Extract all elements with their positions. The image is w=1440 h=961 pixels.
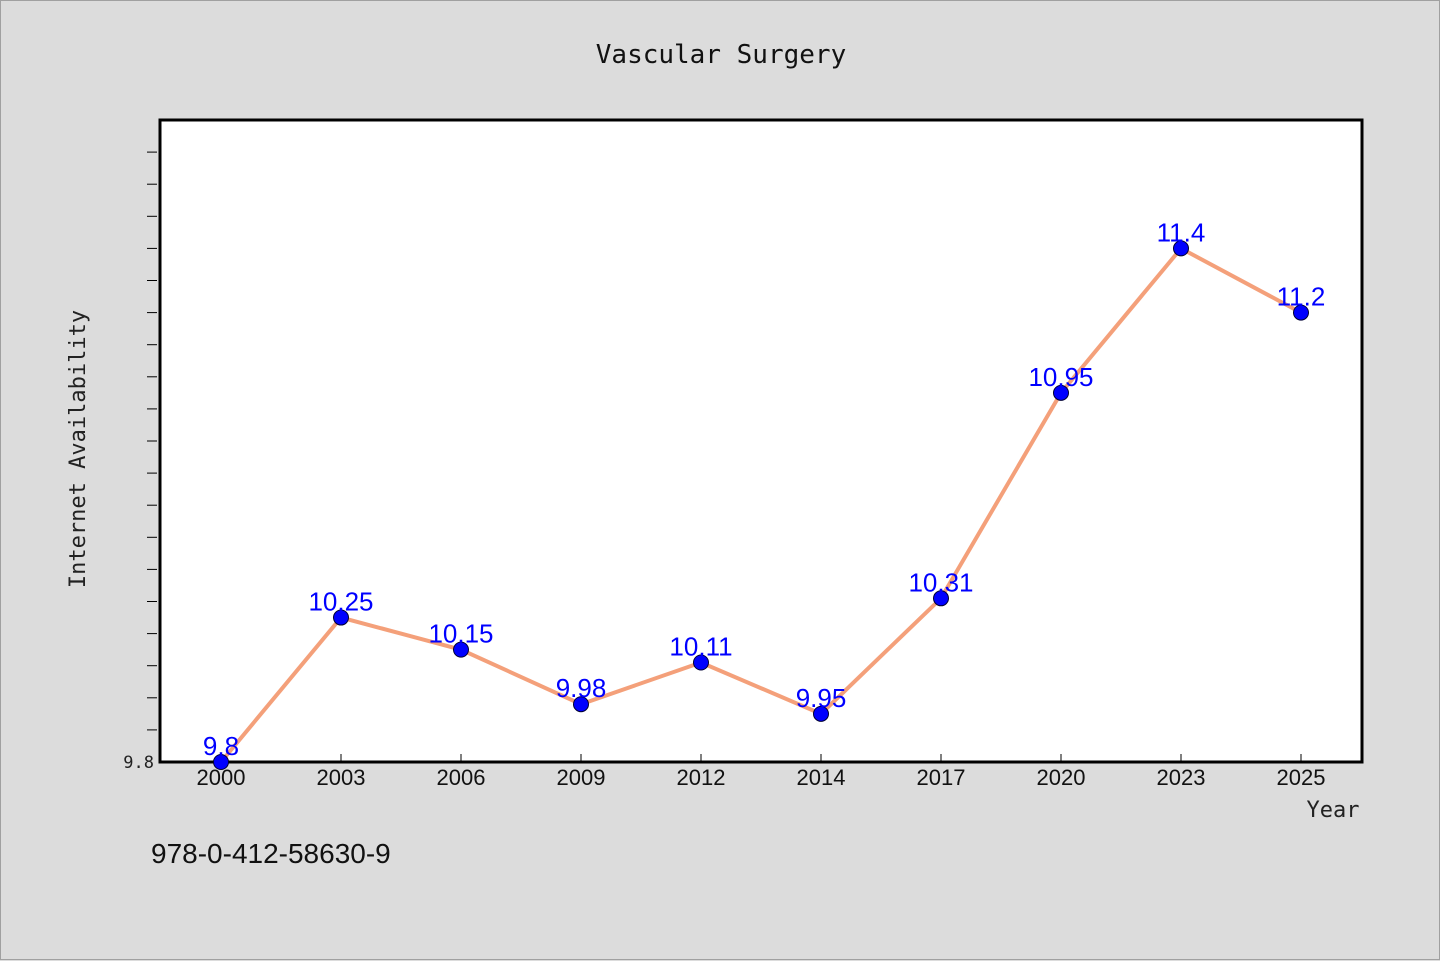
data-label: 10.31: [908, 567, 973, 597]
data-labels: 9.8 10.25 10.15 9.98 10.11 9.95 10.31 10.95 11.4…: [203, 217, 1325, 761]
x-tick-label: 2014: [797, 765, 846, 790]
data-point: [1053, 384, 1069, 401]
y-axis-label: Internet Availability: [66, 310, 91, 588]
data-label: 9.8: [203, 731, 239, 761]
data-label: 10.11: [669, 631, 732, 661]
series-markers: [213, 240, 1309, 770]
plot-area: [158, 118, 1364, 764]
x-tick-label: 2023: [1157, 765, 1206, 790]
data-label: 11.2: [1277, 282, 1326, 312]
x-tick-label: 2025: [1277, 765, 1326, 790]
y-axis-ticks: 9.8: [123, 151, 157, 773]
data-point: [813, 705, 829, 722]
y-tick-label: 9.8: [123, 753, 154, 773]
series-line: [219, 245, 1302, 764]
data-label: 10.15: [428, 619, 493, 649]
x-axis-label: Year: [1307, 798, 1360, 823]
data-point: [573, 696, 589, 713]
x-tick-label: 2020: [1037, 765, 1086, 790]
chart-title: Vascular Surgery: [596, 40, 846, 70]
footnote-isbn: 978-0-412-58630-9: [151, 838, 391, 869]
data-label: 11.4: [1157, 217, 1206, 247]
x-axis-ticks: 2000 2003 2006 2009 2012 2014 2017 2020 2023 2025: [197, 754, 1326, 790]
data-label: 9.95: [796, 683, 847, 713]
data-point: [453, 641, 469, 658]
data-label: 10.25: [308, 587, 373, 617]
data-point: [333, 609, 349, 626]
x-tick-label: 2006: [437, 765, 486, 790]
data-label: 9.98: [556, 673, 607, 703]
x-tick-label: 2012: [677, 765, 726, 790]
data-point: [213, 754, 229, 770]
data-point: [1173, 240, 1189, 257]
data-point: [1293, 304, 1309, 321]
data-point: [693, 654, 709, 671]
data-label: 10.95: [1028, 362, 1093, 392]
x-tick-label: 2003: [317, 765, 366, 790]
x-tick-label: 2009: [557, 765, 606, 790]
x-tick-label: 2017: [917, 765, 966, 790]
data-point: [933, 590, 949, 607]
